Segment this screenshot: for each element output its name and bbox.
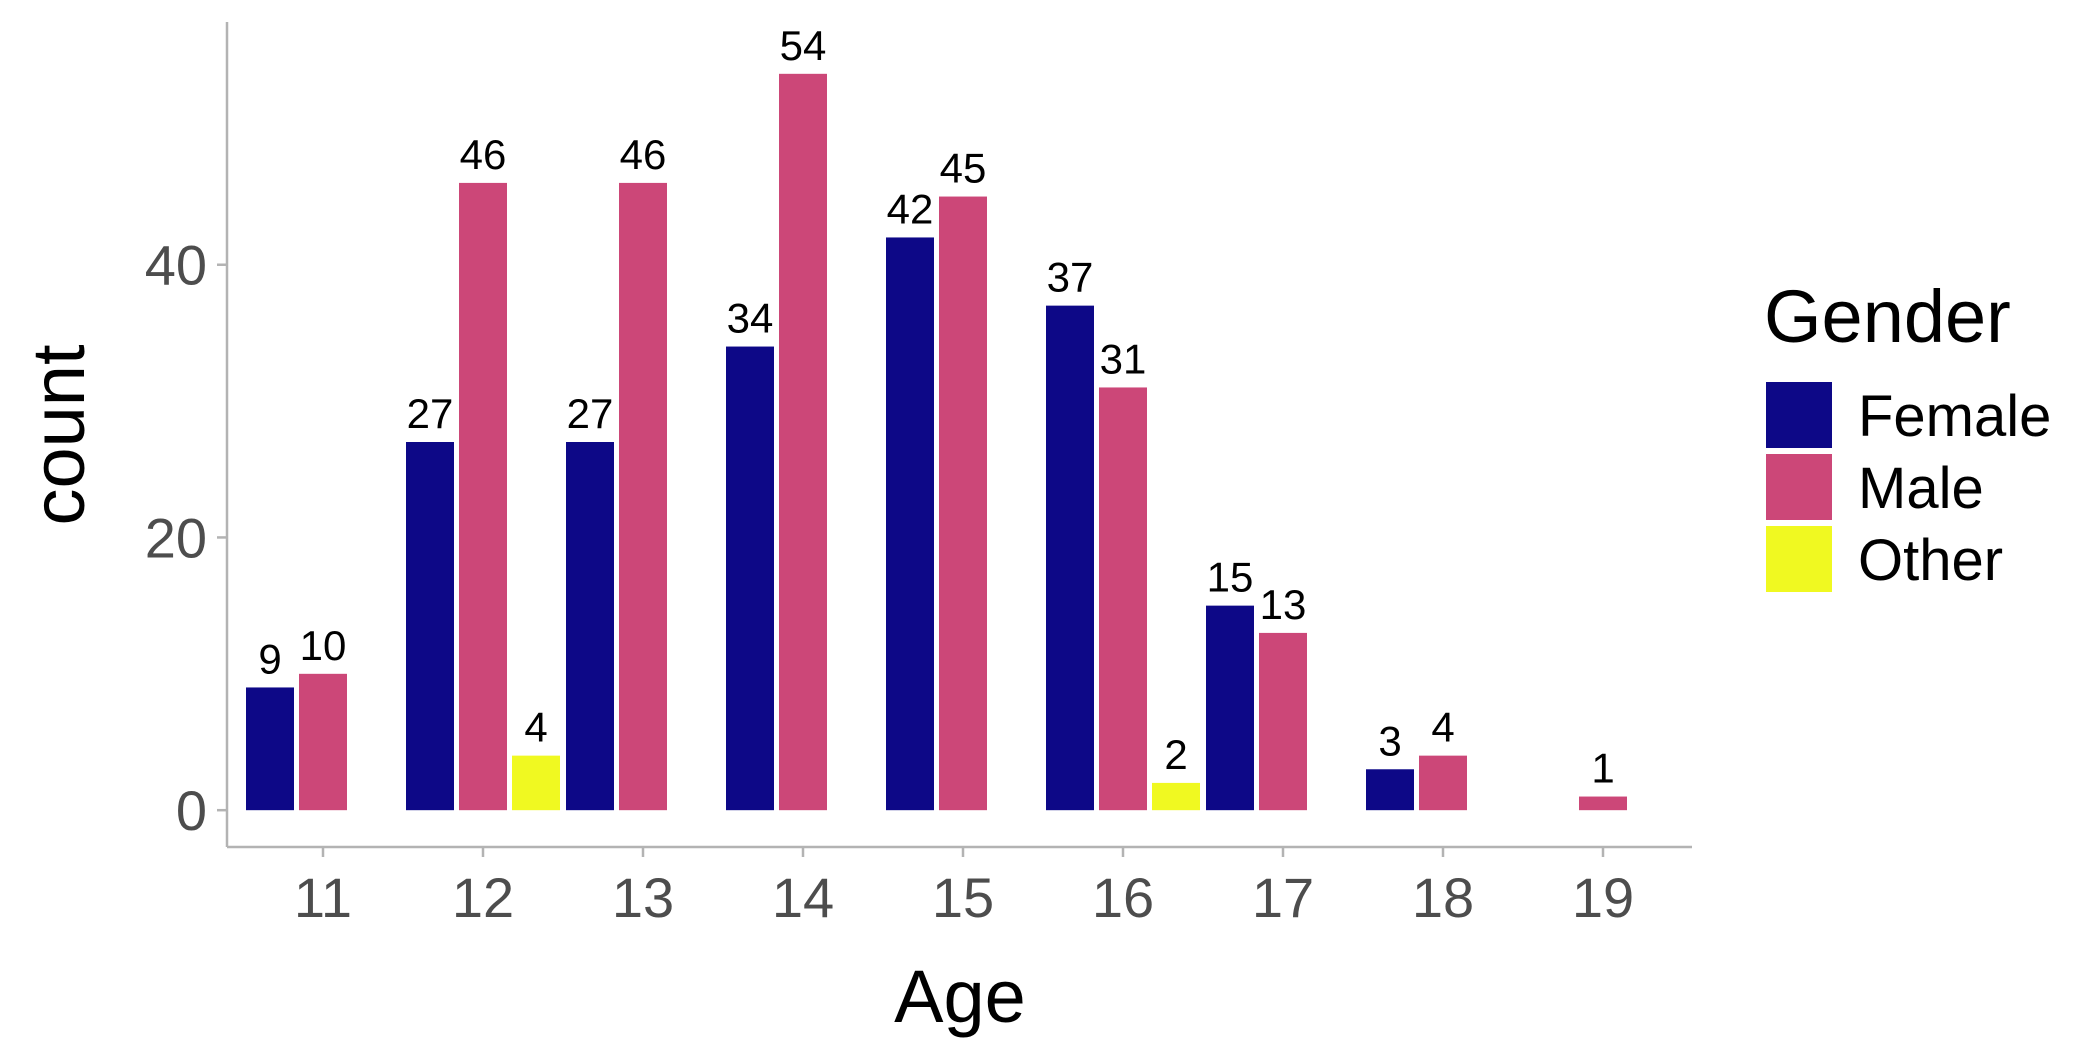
x-tick-label: 12 xyxy=(452,866,514,929)
y-tick-label: 0 xyxy=(176,779,207,842)
data-label-male-age-18: 4 xyxy=(1431,704,1454,751)
data-label-male-age-15: 45 xyxy=(940,145,987,192)
legend-title: Gender xyxy=(1764,275,2011,358)
bar-female-age-17 xyxy=(1206,605,1254,811)
bars-layer xyxy=(246,73,1627,811)
legend-key-female xyxy=(1766,382,1832,448)
bar-female-age-12 xyxy=(406,442,454,811)
legend-items: Female Male Other xyxy=(1766,382,2051,593)
legend-label-other: Other xyxy=(1858,528,2003,593)
data-label-female-age-15: 42 xyxy=(887,185,934,232)
bar-female-age-13 xyxy=(566,442,614,811)
x-tick-label: 18 xyxy=(1412,866,1474,929)
bar-male-age-16 xyxy=(1099,387,1147,811)
data-label-male-age-17: 13 xyxy=(1260,581,1307,628)
data-label-female-age-18: 3 xyxy=(1378,717,1401,764)
bar-female-age-16 xyxy=(1046,305,1094,811)
x-tick-label: 15 xyxy=(932,866,994,929)
data-label-female-age-12: 27 xyxy=(407,390,454,437)
data-label-male-age-12: 46 xyxy=(460,131,507,178)
legend-label-male: Male xyxy=(1858,456,1984,521)
bar-male-age-13 xyxy=(619,182,667,811)
data-label-female-age-16: 37 xyxy=(1047,254,1094,301)
data-label-male-age-14: 54 xyxy=(780,22,827,69)
bar-other-age-16 xyxy=(1152,782,1200,811)
data-label-female-age-13: 27 xyxy=(567,390,614,437)
y-tick-label: 40 xyxy=(145,234,207,297)
bar-male-age-12 xyxy=(459,182,507,811)
bar-male-age-18 xyxy=(1419,755,1467,811)
bar-male-age-11 xyxy=(299,673,347,811)
bar-male-age-17 xyxy=(1259,632,1307,811)
bar-female-age-15 xyxy=(886,237,934,811)
x-tick-label: 19 xyxy=(1572,866,1634,929)
bar-female-age-11 xyxy=(246,687,294,811)
data-label-male-age-11: 10 xyxy=(300,622,347,669)
data-label-female-age-14: 34 xyxy=(727,295,774,342)
legend-key-other xyxy=(1766,526,1832,592)
data-label-other-age-12: 4 xyxy=(524,704,547,751)
x-tick-label: 13 xyxy=(612,866,674,929)
bar-male-age-14 xyxy=(779,73,827,811)
data-label-male-age-19: 1 xyxy=(1591,745,1614,792)
bar-female-age-14 xyxy=(726,346,774,811)
data-label-other-age-16: 2 xyxy=(1164,731,1187,778)
x-tick-label: 16 xyxy=(1092,866,1154,929)
data-label-female-age-11: 9 xyxy=(258,635,281,682)
data-label-male-age-13: 46 xyxy=(620,131,667,178)
x-axis-title: Age xyxy=(894,955,1026,1038)
bar-male-age-19 xyxy=(1579,796,1627,811)
x-tick-label: 17 xyxy=(1252,866,1314,929)
legend: Gender Female Male Other xyxy=(1764,275,2051,593)
bar-other-age-12 xyxy=(512,755,560,811)
bar-male-age-15 xyxy=(939,196,987,811)
y-axis-title: count xyxy=(17,344,100,525)
data-label-male-age-16: 31 xyxy=(1100,335,1147,382)
bar-female-age-18 xyxy=(1366,769,1414,811)
legend-label-female: Female xyxy=(1858,384,2051,449)
data-label-female-age-17: 15 xyxy=(1207,554,1254,601)
x-tick-label: 14 xyxy=(772,866,834,929)
legend-key-male xyxy=(1766,454,1832,520)
y-tick-label: 20 xyxy=(145,506,207,569)
x-tick-label: 11 xyxy=(294,866,352,929)
y-ticks: 0 20 40 xyxy=(145,234,227,842)
x-ticks: 11 12 13 14 15 16 17 18 19 xyxy=(294,847,1634,929)
